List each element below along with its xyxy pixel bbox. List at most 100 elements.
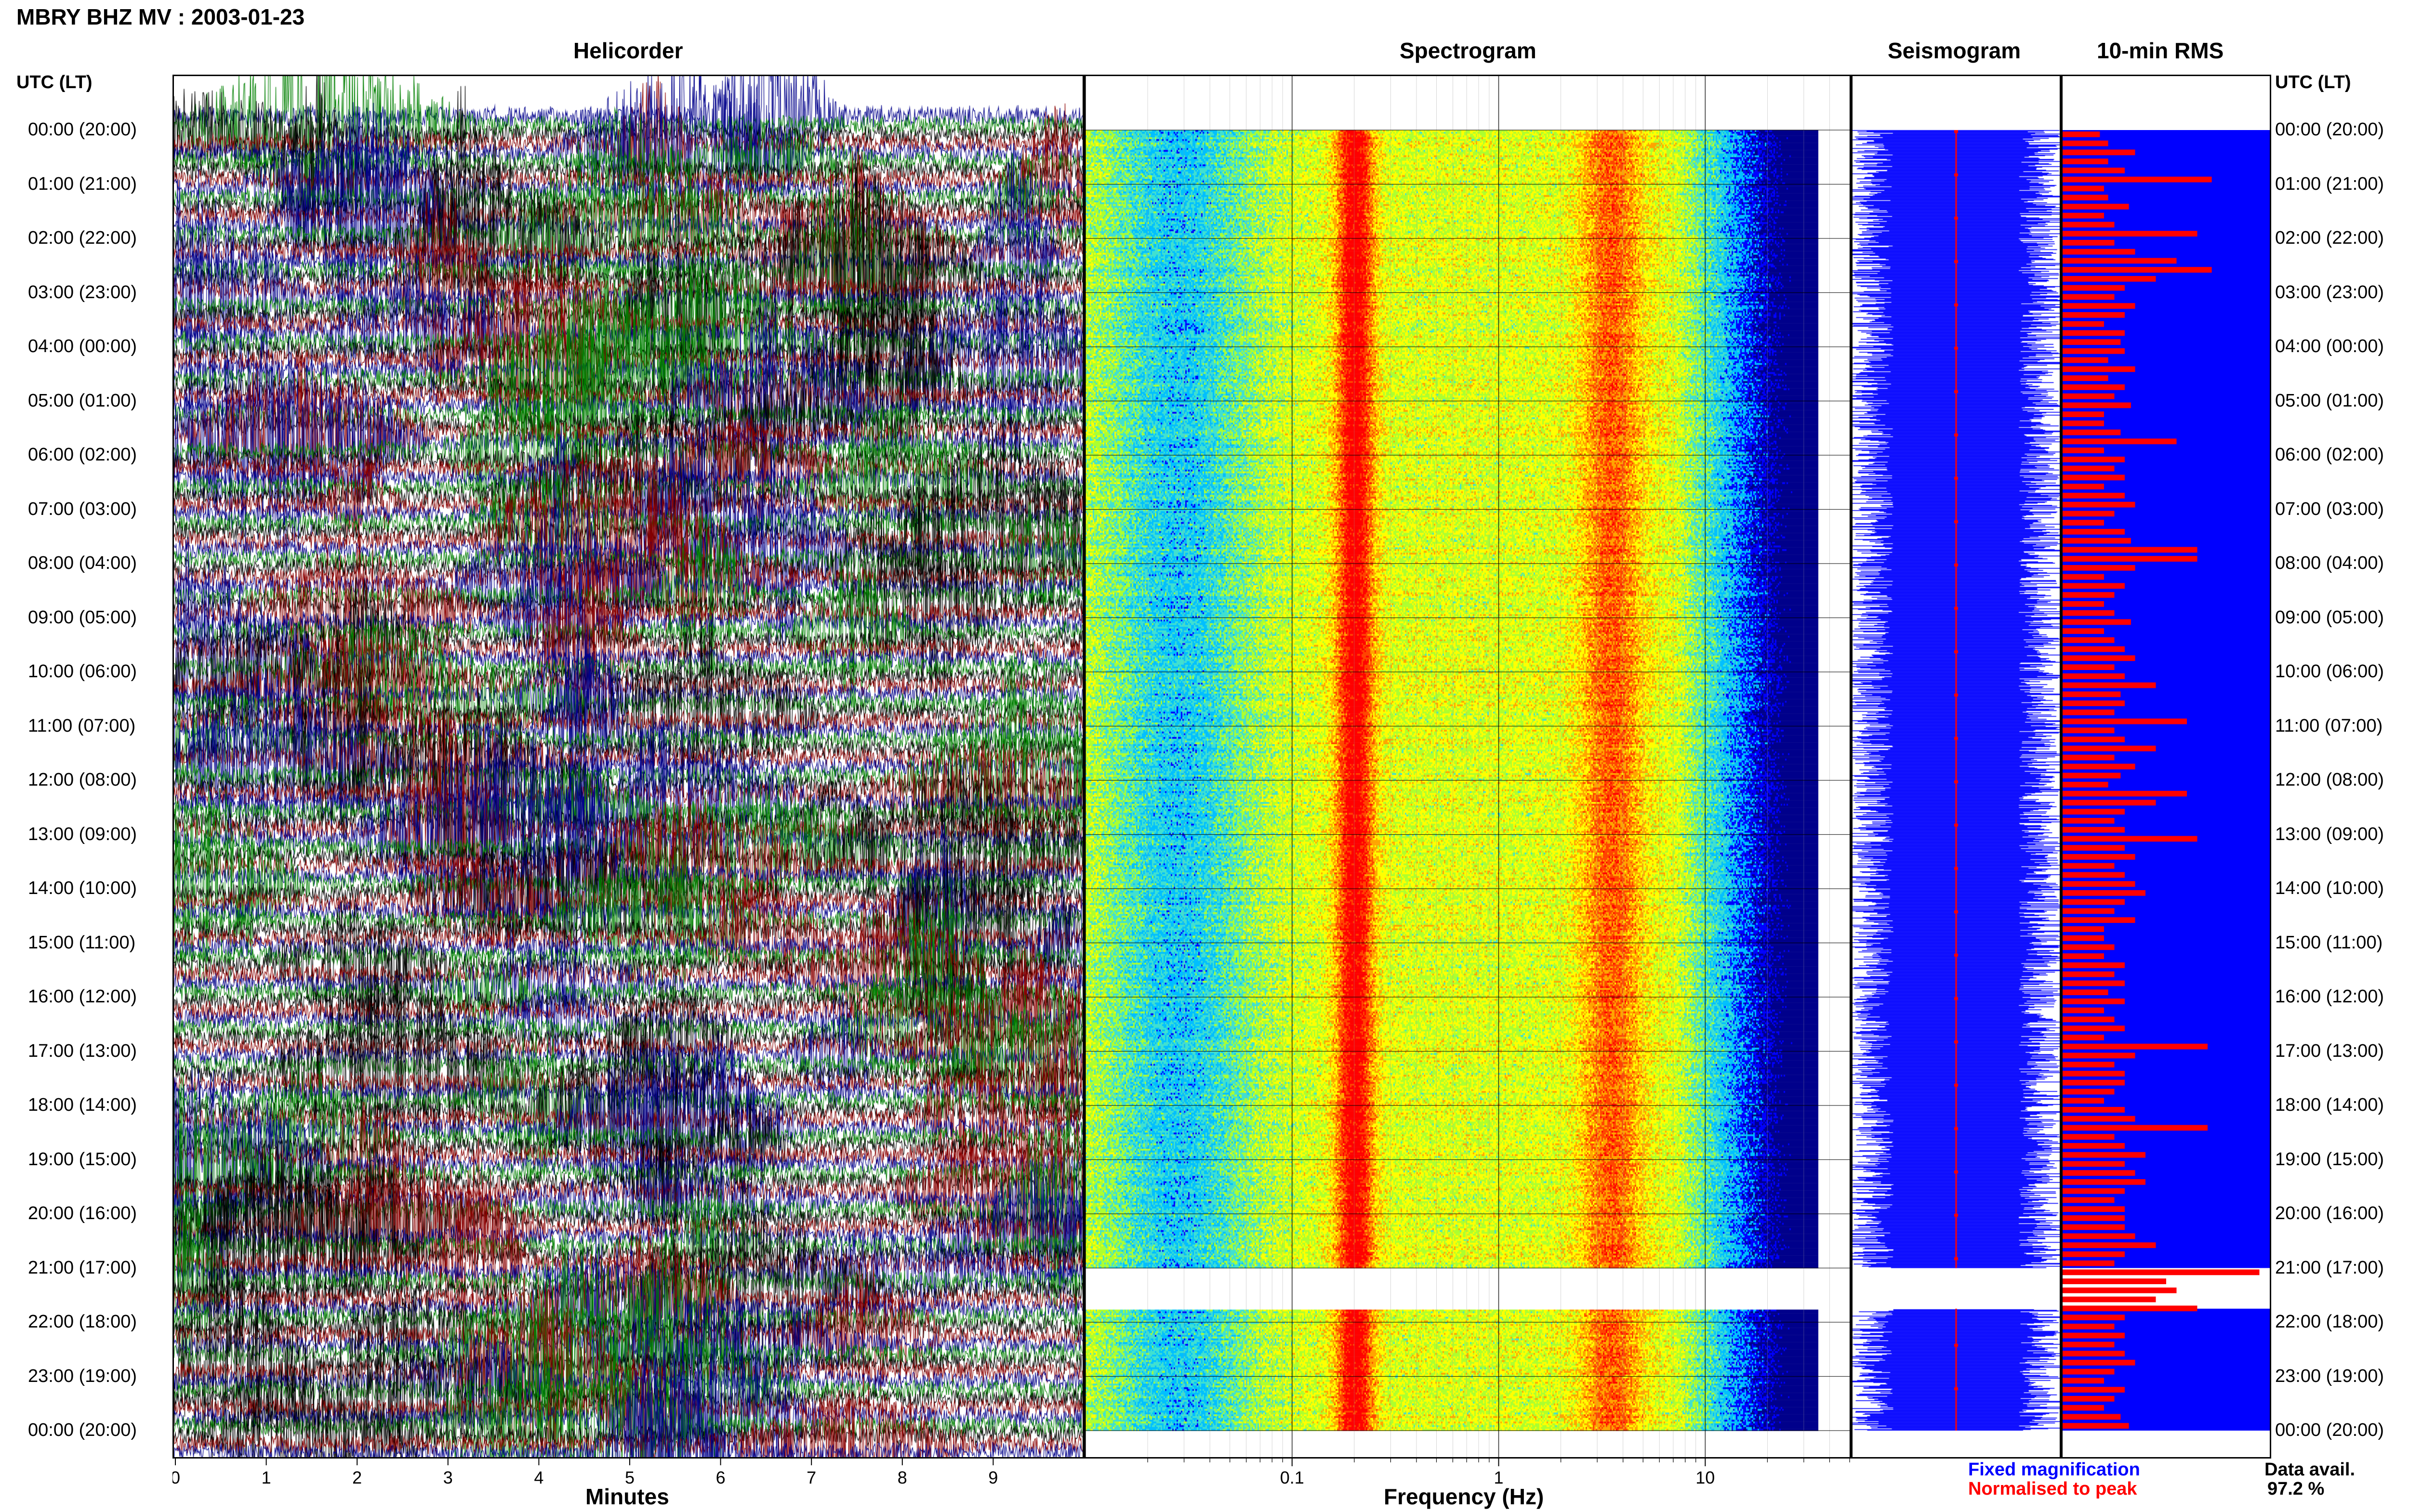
rms-bar	[2063, 348, 2125, 354]
rms-bar	[2063, 890, 2145, 896]
seismogram-image	[1853, 76, 2060, 1457]
legend-fixed-magnification: Fixed magnification	[1968, 1459, 2140, 1480]
rms-bar	[2063, 204, 2129, 210]
rms-bar	[2063, 547, 2197, 553]
rms-bar	[2063, 1107, 2125, 1113]
rms-bar	[2063, 429, 2121, 435]
time-axis-header-left: UTC (LT)	[16, 72, 93, 92]
hour-label: 00:00 (20:00)	[2275, 119, 2384, 140]
rms-bar	[2063, 854, 2135, 860]
rms-bar	[2063, 673, 2125, 679]
hour-label: 00:00 (20:00)	[28, 1420, 137, 1440]
hour-label: 08:00 (04:00)	[2275, 553, 2384, 573]
rms-bar	[2063, 1341, 2115, 1348]
figure-title: MBRY BHZ MV : 2003-01-23	[16, 4, 305, 29]
rms-bar	[2063, 538, 2131, 544]
rms-bars	[2063, 130, 2270, 1431]
rms-bar	[2063, 790, 2187, 797]
rms-bar	[2063, 646, 2125, 652]
rms-bar	[2063, 1324, 2115, 1329]
hour-label: 17:00 (13:00)	[28, 1040, 137, 1061]
hour-label: 20:00 (16:00)	[2275, 1203, 2384, 1223]
rms-bar	[2063, 393, 2115, 399]
hour-label: 20:00 (16:00)	[28, 1203, 137, 1223]
hour-label: 01:00 (21:00)	[2275, 173, 2384, 194]
rms-bar	[2063, 149, 2135, 156]
rms-bar	[2063, 619, 2131, 625]
hour-label: 13:00 (09:00)	[28, 824, 137, 844]
data-availability-label: Data avail.	[2264, 1459, 2355, 1480]
hour-label: 22:00 (18:00)	[2275, 1312, 2384, 1332]
rms-bar	[2063, 276, 2156, 282]
rms-bar	[2063, 818, 2115, 824]
rms-bar	[2063, 935, 2104, 941]
rms-bar	[2063, 1071, 2125, 1077]
rms-bar	[2063, 402, 2131, 408]
rms-bar	[2063, 727, 2115, 734]
rms-bar	[2063, 754, 2115, 761]
rms-bar	[2063, 1188, 2125, 1194]
hour-label: 06:00 (02:00)	[28, 445, 137, 465]
helicorder-x-tick-label: 0	[172, 1468, 180, 1487]
rms-bar	[2063, 1016, 2115, 1023]
hour-label: 05:00 (01:00)	[28, 390, 137, 411]
rms-bar	[2063, 746, 2156, 751]
data-availability-value: 97.2 %	[2267, 1479, 2325, 1499]
rms-bar	[2063, 411, 2104, 417]
legend-normalised-to-peak: Normalised to peak	[1968, 1479, 2137, 1499]
rms-bar	[2063, 529, 2125, 535]
rms-bar	[2063, 212, 2104, 219]
spectrogram-x-tick-label: 0.1	[1280, 1468, 1304, 1487]
rms-bar	[2063, 1296, 2156, 1302]
rms-bar	[2063, 1224, 2125, 1230]
rms-bar	[2063, 700, 2125, 706]
rms-bar	[2063, 1387, 2125, 1393]
hour-label: 18:00 (14:00)	[28, 1095, 137, 1115]
hour-label: 12:00 (08:00)	[28, 770, 137, 790]
hour-label: 19:00 (15:00)	[28, 1149, 137, 1170]
rms-bar	[2063, 1134, 2115, 1140]
rms-bar	[2063, 1233, 2135, 1239]
rms-bar	[2063, 610, 2115, 616]
rms-bar	[2063, 330, 2125, 336]
rms-bar	[2063, 447, 2104, 453]
rms-bar	[2063, 231, 2197, 237]
helicorder-x-tick-label: 9	[988, 1468, 998, 1487]
rms-bar	[2063, 285, 2125, 291]
hour-label: 23:00 (19:00)	[28, 1366, 137, 1386]
rms-bar	[2063, 773, 2121, 778]
hour-label: 13:00 (09:00)	[2275, 824, 2384, 844]
hour-label: 14:00 (10:00)	[2275, 878, 2384, 898]
rms-background	[2063, 130, 2270, 1268]
rms-bar	[2063, 511, 2115, 517]
rms-bar	[2063, 664, 2115, 670]
hour-label: 10:00 (06:00)	[28, 661, 137, 682]
rms-bar	[2063, 1116, 2135, 1122]
rms-bar	[2063, 1089, 2115, 1095]
hour-label: 05:00 (01:00)	[2275, 390, 2384, 411]
rms-bar	[2063, 971, 2115, 977]
hour-label: 03:00 (23:00)	[2275, 282, 2384, 302]
rms-bar	[2063, 1332, 2125, 1339]
rms-bar	[2063, 484, 2104, 489]
rms-bar	[2063, 240, 2115, 246]
rms-bar	[2063, 267, 2212, 273]
helicorder-title: Helicorder	[573, 38, 683, 63]
rms-title: 10-min RMS	[2097, 38, 2224, 63]
rms-bar	[2063, 556, 2197, 562]
rms-bar	[2063, 1378, 2104, 1384]
rms-bar	[2063, 1062, 2115, 1067]
rms-bar	[2063, 736, 2125, 742]
rms-bar	[2063, 249, 2135, 255]
rms-bar	[2063, 1414, 2121, 1420]
rms-bar	[2063, 926, 2104, 932]
rms-bar	[2063, 1351, 2125, 1356]
rms-bar	[2063, 520, 2104, 526]
rms-bar	[2063, 1278, 2166, 1284]
rms-bar	[2063, 1052, 2135, 1059]
rms-bar	[2063, 421, 2104, 426]
rms-bar	[2063, 339, 2121, 345]
rms-bar	[2063, 682, 2156, 688]
hour-label: 16:00 (12:00)	[2275, 986, 2384, 1007]
rms-bar	[2063, 601, 2104, 607]
